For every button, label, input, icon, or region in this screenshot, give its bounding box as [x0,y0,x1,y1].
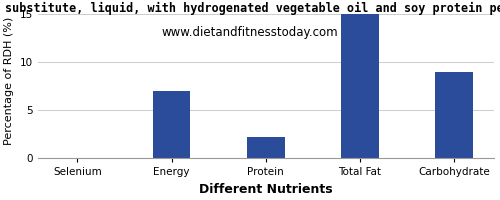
Y-axis label: Percentage of RDH (%): Percentage of RDH (%) [4,17,14,145]
Bar [341,14,378,158]
Text: substitute, liquid, with hydrogenated vegetable oil and soy protein pe: substitute, liquid, with hydrogenated ve… [5,2,500,15]
Bar [152,91,190,158]
Bar [435,72,473,158]
Bar [247,137,284,158]
X-axis label: Different Nutrients: Different Nutrients [199,183,332,196]
Text: www.dietandfitnesstoday.com: www.dietandfitnesstoday.com [162,26,338,39]
